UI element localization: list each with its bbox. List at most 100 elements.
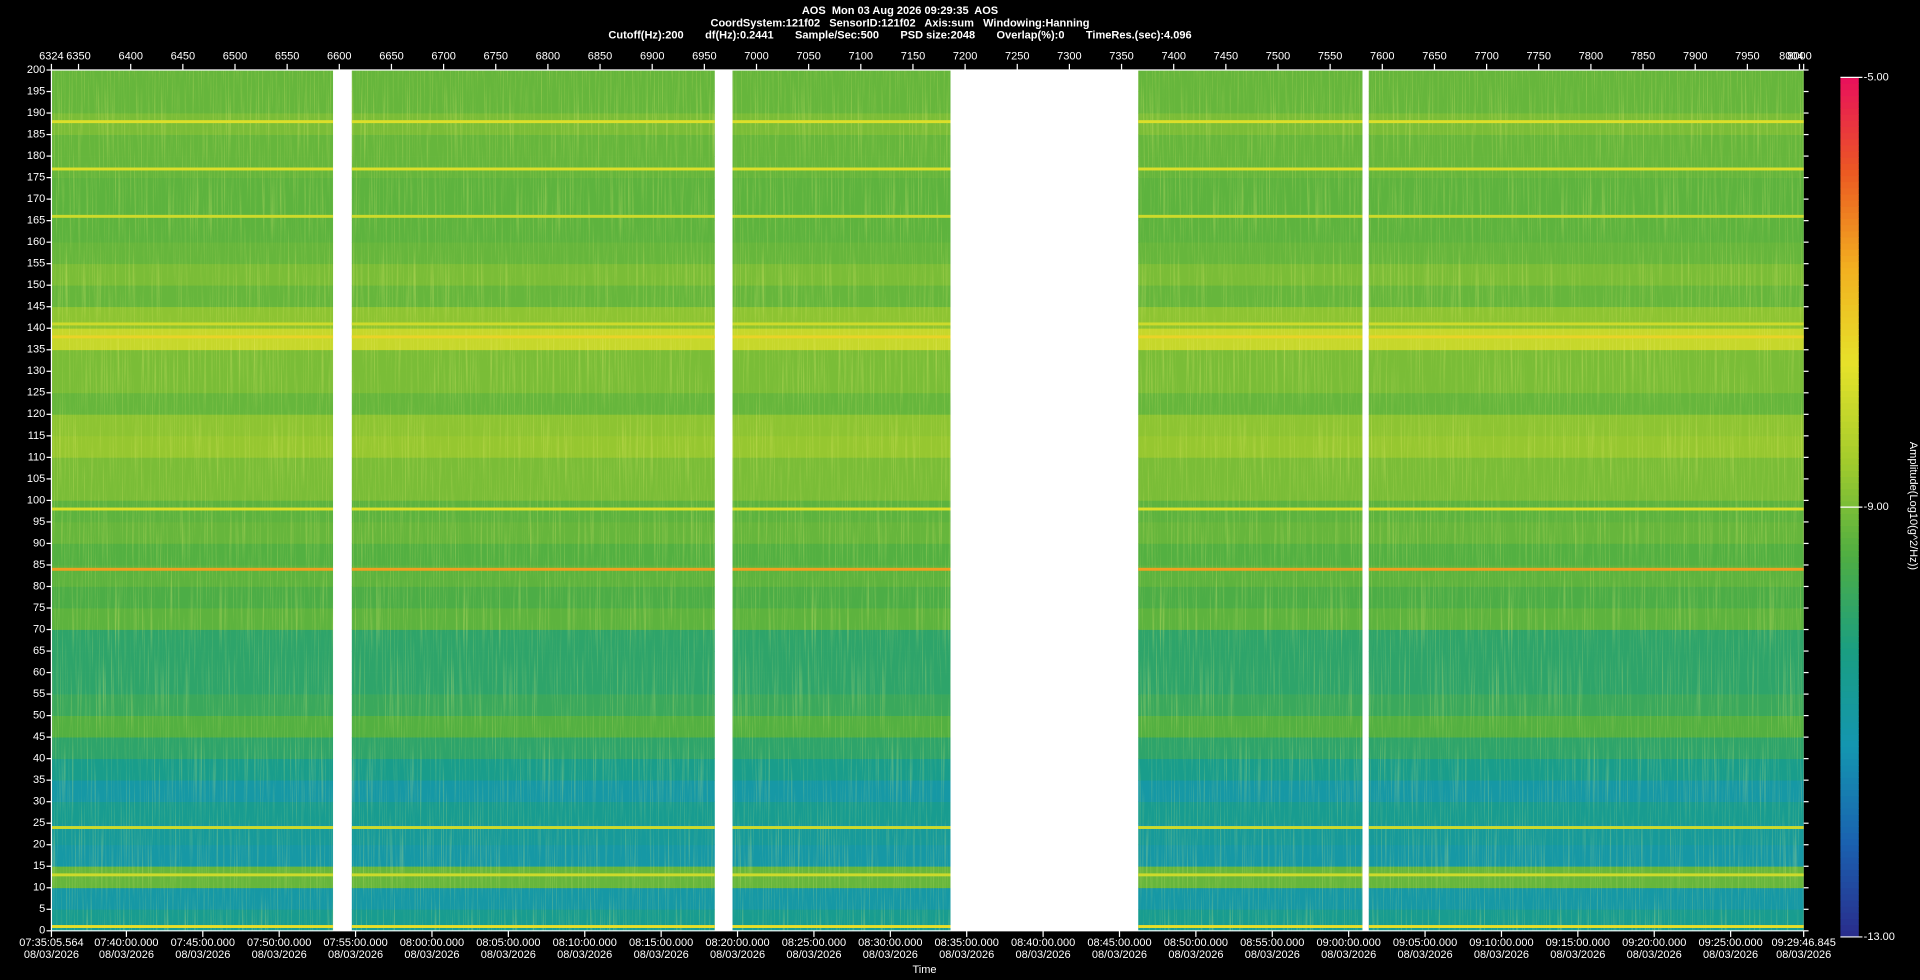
x-tick-label: 7000 bbox=[744, 50, 769, 62]
y-tick-label: 180 bbox=[27, 150, 45, 162]
y-tick-label: 15 bbox=[33, 860, 45, 872]
time-tick-label: 08:05:00.000 bbox=[476, 937, 540, 949]
colorbar-step bbox=[1840, 795, 1859, 803]
x-tick-label: 6324 bbox=[39, 50, 64, 62]
colorbar-step bbox=[1840, 691, 1859, 698]
tonal-line bbox=[732, 925, 951, 928]
time-tick-label: 07:40:00.000 bbox=[94, 937, 158, 949]
colorbar-step bbox=[1840, 611, 1859, 619]
colorbar-step bbox=[1840, 912, 1859, 920]
colorbar-step bbox=[1840, 672, 1859, 680]
date-tick-label: 08/03/2026 bbox=[863, 949, 918, 961]
colorbar-step bbox=[1840, 740, 1859, 748]
colorbar-step bbox=[1840, 887, 1859, 895]
tonal-line bbox=[1368, 826, 1804, 829]
colorbar-step bbox=[1840, 194, 1859, 201]
tonal-line bbox=[1138, 167, 1363, 171]
y-tick-label: 190 bbox=[27, 107, 45, 119]
chart-subtitle: CoordSystem:121f02 SensorID:121f02 Axis:… bbox=[710, 17, 1089, 29]
colorbar-step bbox=[1840, 605, 1859, 613]
date-tick-label: 08/03/2026 bbox=[1245, 949, 1300, 961]
colorbar-step bbox=[1840, 151, 1859, 158]
colorbar-step bbox=[1840, 501, 1859, 508]
colorbar-step bbox=[1840, 114, 1859, 121]
y-tick-label: 45 bbox=[33, 731, 45, 743]
time-tick-label: 09:15:00.000 bbox=[1546, 937, 1610, 949]
colorbar-step bbox=[1840, 574, 1859, 582]
y-tick-label: 130 bbox=[27, 365, 45, 377]
colorbar-step bbox=[1840, 771, 1859, 778]
colorbar-step bbox=[1840, 525, 1859, 533]
colorbar-step bbox=[1840, 458, 1859, 465]
tonal-line bbox=[1368, 120, 1804, 124]
colorbar-step bbox=[1840, 273, 1859, 281]
tonal-line bbox=[1138, 826, 1363, 829]
colorbar-step bbox=[1840, 586, 1859, 594]
colorbar-step bbox=[1840, 347, 1859, 355]
y-tick-label: 135 bbox=[27, 344, 45, 356]
colorbar-step bbox=[1840, 120, 1859, 127]
tonal-line bbox=[51, 567, 334, 571]
date-tick-label: 08/03/2026 bbox=[634, 949, 689, 961]
time-tick-label: 08:35:00.000 bbox=[935, 937, 999, 949]
colorbar-step bbox=[1840, 777, 1859, 784]
x-tick-label: 7700 bbox=[1474, 50, 1499, 62]
tonal-line bbox=[1368, 925, 1804, 928]
colorbar-step bbox=[1840, 568, 1859, 576]
time-tick-label: 09:29:46.845 bbox=[1772, 937, 1836, 949]
y-tick-label: 120 bbox=[27, 408, 45, 420]
spectrum-texture bbox=[1368, 70, 1804, 931]
colorbar-step bbox=[1840, 857, 1859, 864]
y-tick-label: 70 bbox=[33, 623, 45, 635]
x-tick-label: 6800 bbox=[536, 50, 561, 62]
y-tick-label: 155 bbox=[27, 258, 45, 270]
colorbar-step bbox=[1840, 838, 1859, 846]
colorbar-step bbox=[1840, 310, 1859, 318]
x-axis-label: Time bbox=[912, 964, 936, 976]
tonal-line bbox=[51, 925, 334, 928]
colorbar-step bbox=[1840, 869, 1859, 877]
colorbar-step bbox=[1840, 550, 1859, 557]
x-tick-label: 6650 bbox=[379, 50, 404, 62]
colorbar-step bbox=[1840, 445, 1859, 453]
time-tick-label: 09:10:00.000 bbox=[1469, 937, 1533, 949]
y-tick-label: 25 bbox=[33, 817, 45, 829]
tonal-line bbox=[351, 120, 715, 124]
y-tick-label: 90 bbox=[33, 537, 45, 549]
colorbar-step bbox=[1840, 722, 1859, 729]
tonal-line bbox=[351, 335, 715, 339]
time-tick-label: 07:55:00.000 bbox=[323, 937, 387, 949]
tonal-line bbox=[1138, 335, 1363, 339]
tonal-line bbox=[1138, 214, 1363, 218]
tonal-line bbox=[351, 167, 715, 171]
x-tick-label: 7500 bbox=[1266, 50, 1291, 62]
tonal-line bbox=[732, 120, 951, 124]
colorbar-step bbox=[1840, 930, 1859, 938]
x-tick-label: 6350 bbox=[66, 50, 91, 62]
x-tick-label: 8000 bbox=[1787, 50, 1812, 62]
colorbar-step bbox=[1840, 666, 1859, 674]
colorbar-step bbox=[1840, 341, 1859, 348]
y-tick-label: 0 bbox=[39, 925, 45, 937]
y-tick-label: 175 bbox=[27, 172, 45, 184]
colorbar-step bbox=[1840, 255, 1859, 263]
colorbar-step bbox=[1840, 476, 1859, 484]
date-tick-label: 08/03/2026 bbox=[328, 949, 383, 961]
colorbar-step bbox=[1840, 826, 1859, 834]
tonal-line bbox=[732, 322, 951, 326]
x-tick-label: 6500 bbox=[223, 50, 248, 62]
colorbar-step bbox=[1840, 850, 1859, 858]
colorbar-step bbox=[1840, 513, 1859, 520]
y-tick-label: 80 bbox=[33, 580, 45, 592]
colorbar-step bbox=[1840, 261, 1859, 269]
tonal-line bbox=[732, 507, 951, 511]
time-tick-label: 08:45:00.000 bbox=[1087, 937, 1151, 949]
x-tick-label: 7600 bbox=[1370, 50, 1395, 62]
colorbar-step bbox=[1840, 322, 1859, 330]
y-tick-label: 75 bbox=[33, 602, 45, 614]
colorbar-step bbox=[1840, 224, 1859, 232]
colorbar-step bbox=[1840, 187, 1859, 195]
colorbar-step bbox=[1840, 236, 1859, 244]
colorbar-step bbox=[1840, 783, 1859, 791]
colorbar-step bbox=[1840, 169, 1859, 177]
